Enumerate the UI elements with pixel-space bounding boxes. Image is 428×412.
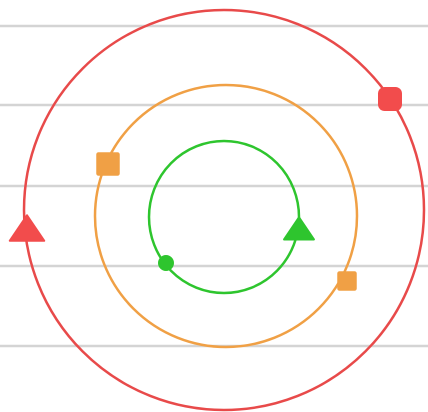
middle-ring [93, 83, 359, 349]
orbit-rings [22, 8, 426, 412]
orbit-markers [8, 87, 402, 291]
outer-triangle-marker-2 [8, 214, 46, 242]
inner-circle-marker-2 [158, 255, 174, 271]
inner-ring [147, 139, 301, 295]
outer-circle-marker-1 [378, 87, 402, 111]
guide-lines [0, 24, 428, 348]
outer-ring [22, 8, 426, 412]
middle-square-marker-2 [337, 271, 357, 291]
middle-square-marker-1 [96, 152, 120, 176]
inner-triangle-marker-1 [283, 216, 315, 241]
